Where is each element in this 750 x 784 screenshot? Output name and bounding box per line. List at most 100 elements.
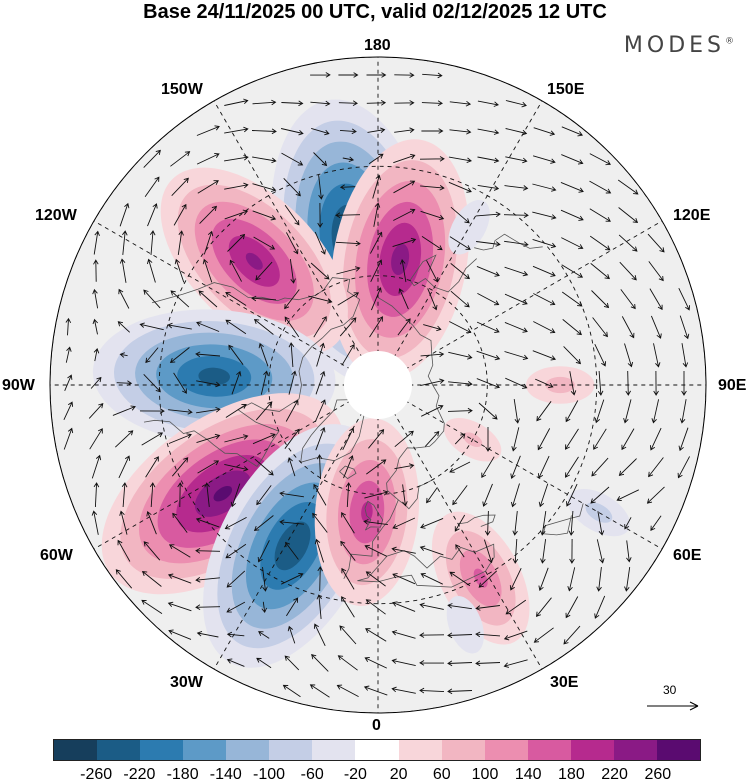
- wind-vector: [195, 517, 220, 528]
- wind-vector: [226, 658, 245, 667]
- wind-vector: [225, 292, 247, 306]
- wind-vector: [202, 258, 213, 283]
- wind-vector: [592, 317, 608, 338]
- colorbar-segment: [355, 740, 399, 760]
- wind-vector: [448, 351, 473, 360]
- wind-vector: [365, 571, 386, 587]
- colorbar-segment: [570, 740, 614, 760]
- wind-vector: [281, 572, 304, 585]
- wind-vector: [115, 569, 133, 589]
- wind-vector: [196, 321, 220, 332]
- colorbar-tick-label: -60: [300, 766, 324, 783]
- colorbar-tick-label: -260: [80, 766, 113, 783]
- wind-vector: [146, 510, 157, 535]
- wind-vector: [173, 372, 187, 394]
- modes-logo: MODES®: [624, 33, 734, 58]
- wind-vector: [195, 548, 221, 554]
- wind-vector: [365, 628, 387, 642]
- wind-vector: [203, 230, 214, 255]
- wind-vector: [287, 457, 296, 477]
- wind-vector: [568, 510, 575, 536]
- wind-vector: [224, 182, 249, 190]
- wind-vector: [314, 231, 326, 255]
- wind-vector: [540, 539, 547, 564]
- wind-vector: [258, 631, 270, 639]
- wind-vector: [561, 154, 584, 165]
- wind-vector: [651, 399, 660, 424]
- scale-vector: [647, 701, 699, 711]
- wind-vector: [419, 602, 444, 610]
- wind-vector: [593, 428, 607, 450]
- wind-vector: [64, 374, 73, 391]
- wind-vector: [475, 211, 501, 218]
- colorbar-segment: [97, 740, 141, 760]
- wind-vector: [337, 655, 358, 671]
- wind-vector: [447, 688, 473, 695]
- wind-vector: [597, 370, 604, 396]
- wind-vector: [449, 129, 472, 135]
- wind-vector: [364, 490, 389, 499]
- wind-vector: [341, 596, 355, 618]
- wind-vector: [314, 399, 326, 423]
- coastline: [409, 254, 477, 293]
- wind-vector: [170, 290, 190, 308]
- wind-vector: [373, 202, 381, 227]
- anomaly-center: [446, 595, 484, 654]
- wind-vector: [596, 567, 602, 592]
- colorbar-tick-label: 100: [471, 766, 499, 783]
- wind-vector: [477, 128, 500, 135]
- wind-vectors: [63, 72, 691, 698]
- wind-vector: [625, 370, 631, 396]
- wind-vector: [315, 370, 326, 395]
- wind-vector: [119, 258, 127, 283]
- colorbar-segment: [527, 740, 571, 760]
- wind-vector: [421, 404, 444, 417]
- wind-vector: [141, 432, 164, 446]
- wind-vector: [177, 482, 183, 508]
- wind-vector: [484, 510, 491, 536]
- wind-vector: [424, 430, 440, 447]
- wind-vector: [284, 316, 300, 338]
- wind-vector: [678, 288, 691, 311]
- wind-vector: [419, 632, 445, 638]
- wind-vector: [648, 261, 664, 282]
- wind-vector: [288, 342, 295, 368]
- wind-vector: [173, 203, 187, 226]
- wind-vector: [114, 430, 134, 448]
- coastline: [364, 500, 384, 531]
- wind-vector: [260, 370, 269, 395]
- wind-vector: [681, 371, 687, 396]
- colorbar-tick-label: -20: [343, 766, 367, 783]
- wind-vector: [590, 263, 610, 280]
- registered-mark: ®: [725, 36, 734, 47]
- anomaly-contour: [245, 252, 263, 270]
- wind-vector: [422, 72, 443, 79]
- wind-vector: [146, 258, 156, 283]
- wind-vector: [504, 266, 529, 277]
- wind-vector: [224, 517, 247, 530]
- wind-vector: [224, 98, 249, 106]
- wind-vector: [256, 657, 272, 669]
- wind-vector: [618, 458, 637, 477]
- wind-vector: [342, 427, 355, 450]
- wind-vector: [255, 261, 273, 281]
- wind-vector: [533, 293, 556, 306]
- wind-vector: [195, 577, 220, 583]
- wind-vector: [336, 266, 361, 275]
- wind-vector: [392, 517, 416, 529]
- wind-vector: [477, 184, 500, 191]
- wind-vector: [118, 288, 130, 309]
- wind-vector: [313, 316, 327, 338]
- wind-vector: [449, 461, 471, 473]
- colorbar-segment: [54, 740, 98, 760]
- wind-vector: [512, 538, 519, 564]
- wind-vector: [339, 625, 357, 645]
- wind-vector: [481, 456, 495, 479]
- meridian: [384, 388, 664, 551]
- wind-vector: [253, 318, 274, 335]
- colorbar-tick-label: 260: [644, 766, 672, 783]
- colorbar-segment: [312, 740, 356, 760]
- wind-vector: [505, 599, 527, 615]
- coastline: [398, 479, 433, 510]
- wind-vector: [231, 370, 242, 395]
